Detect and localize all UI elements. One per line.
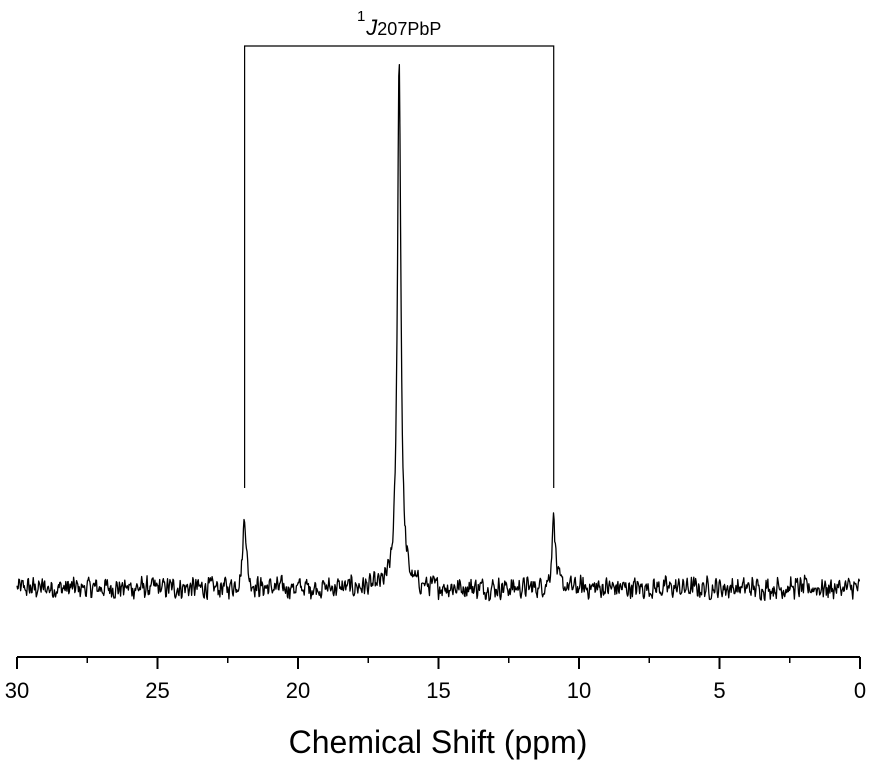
coupling-label-main: J [365, 15, 378, 40]
coupling-bracket [244, 45, 555, 488]
x-tick-label: 15 [426, 678, 450, 703]
x-tick-label: 5 [713, 678, 725, 703]
x-axis: 30 25 20 15 10 5 0 [5, 656, 866, 703]
spectrum-line [16, 63, 861, 602]
coupling-constant-label: 1J207PbP [357, 8, 441, 40]
spectrum-series [16, 63, 861, 602]
coupling-bracket-line [244, 45, 555, 488]
x-tick-label: 0 [854, 678, 866, 703]
x-tick-label: 20 [286, 678, 310, 703]
x-tick-label: 25 [145, 678, 169, 703]
x-axis-title: Chemical Shift (ppm) [289, 724, 588, 760]
x-tick-label: 10 [567, 678, 591, 703]
x-tick-label: 30 [5, 678, 29, 703]
coupling-label: 1J207PbP [357, 8, 441, 40]
coupling-label-subscript: 207PbP [377, 19, 441, 39]
coupling-label-superscript: 1 [357, 8, 365, 25]
